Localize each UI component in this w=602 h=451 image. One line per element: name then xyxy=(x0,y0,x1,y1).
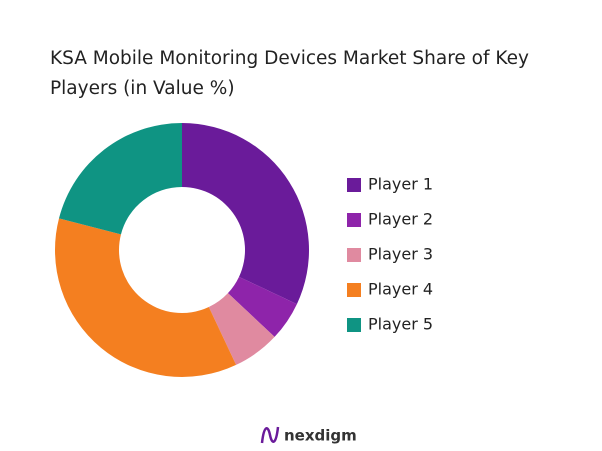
donut-segment xyxy=(182,123,309,305)
brand-logo: nexdigm xyxy=(260,427,357,445)
legend-swatch xyxy=(347,213,361,227)
legend-swatch xyxy=(347,283,361,297)
legend-label: Player 5 xyxy=(368,315,433,334)
donut-segment xyxy=(55,218,237,377)
legend-swatch xyxy=(347,318,361,332)
donut-segment xyxy=(227,276,297,337)
donut-segment xyxy=(58,123,182,235)
legend-label: Player 2 xyxy=(368,210,433,229)
legend-label: Player 4 xyxy=(368,280,433,299)
brand-text: nexdigm xyxy=(284,427,357,445)
chart-title: KSA Mobile Monitoring Devices Market Sha… xyxy=(50,48,529,99)
legend-swatch xyxy=(347,178,361,192)
legend-swatch xyxy=(347,248,361,262)
legend-label: Player 3 xyxy=(368,245,433,264)
donut-segment xyxy=(208,293,275,365)
legend-label: Player 1 xyxy=(368,175,433,194)
